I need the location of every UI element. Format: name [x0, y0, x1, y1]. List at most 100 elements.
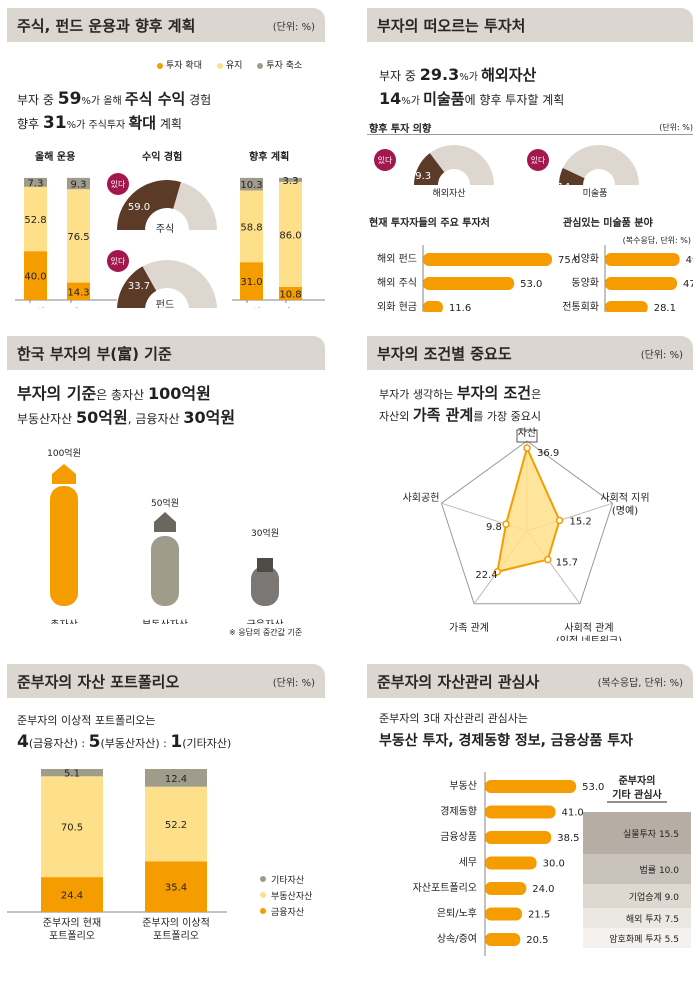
stock-fund-charts: 40.0 52.8 7.3 주식 14.3 76.5 9.3 펀드 31.0 58.8 10.3 주식…: [15, 173, 325, 308]
bar-segment: [41, 776, 103, 878]
data-label: 70.5: [61, 823, 83, 834]
criteria-bar: [251, 566, 279, 606]
panel-title: 준부자의 자산 포트폴리오: [17, 673, 180, 691]
category-label: 외화 현금: [377, 301, 417, 312]
category-label: 주식: [26, 307, 44, 308]
data-label: 12.4: [165, 774, 187, 785]
value-label: 100억원: [47, 447, 81, 459]
axis-label: 사회적 관계: [564, 622, 613, 634]
unit-label: (복수응답, 단위: %): [597, 678, 683, 689]
criteria-bar: [50, 486, 78, 606]
unit-label: (단위: %): [272, 678, 315, 689]
category-label: 상속/증여: [437, 933, 477, 945]
data-label: 24.4: [61, 891, 83, 902]
headline-1: 부자의 기준은 총자산 100억원: [17, 384, 211, 403]
value-label: 49.1: [686, 255, 693, 266]
building-icon: [154, 512, 176, 532]
bubble-have: [107, 250, 129, 272]
category-label: 펀드: [69, 307, 87, 308]
value-label: 21.5: [528, 910, 550, 921]
legend-label: 부동산자산: [271, 891, 312, 902]
category-label: 세무: [459, 857, 477, 869]
bar-segment: [279, 177, 302, 182]
category-label: 전통회화: [562, 301, 599, 312]
value-label: 22.4: [475, 570, 497, 581]
subtitle-intent: 향후 투자 의향: [369, 124, 432, 135]
bar-interest: [485, 805, 556, 819]
divider: [367, 134, 693, 135]
subtitle-profit: 수익 경험: [142, 152, 183, 163]
axis-label: 자산: [518, 427, 536, 439]
bar-segment: [240, 177, 263, 191]
donut-label: 펀드: [156, 299, 174, 308]
donut-stock: [117, 180, 181, 230]
criteria-chart: 100억원총자산 50억원부동산자산 30억원금융자산: [47, 447, 284, 624]
interest-label: 실물투자 15.5: [623, 829, 679, 840]
headline-1: 부자 중 29.3%가 해외자산: [379, 65, 537, 84]
panel-title: 준부자의 자산관리 관심사: [377, 673, 540, 691]
headline-1: 부자가 생각하는 부자의 조건은: [379, 384, 542, 402]
legend-label: 투자 확대: [166, 61, 202, 71]
radar-area: [496, 445, 561, 574]
headline-2: 자산외 가족 관계를 가장 중요시: [379, 406, 542, 424]
value-label: 41.0: [562, 808, 584, 819]
value-label: 9.8: [486, 522, 502, 533]
interest-block: [583, 812, 691, 854]
data-label: 52.2: [165, 820, 187, 831]
panel-wealth-criteria: 한국 부자의 부(富) 기준 부자의 기준은 총자산 100억원 부동산자산 5…: [7, 336, 325, 641]
bar-interest: [485, 831, 552, 844]
category-label: 금융자산: [247, 619, 284, 624]
unit-label: (복수응답, 단위: %): [623, 235, 691, 245]
category-label: 준부자의 현재: [43, 917, 101, 929]
bubble-have: [107, 173, 129, 195]
panel-title: 한국 부자의 부(富) 기준: [17, 345, 172, 363]
interest-block: [583, 908, 691, 928]
bar-segment: [41, 877, 103, 912]
donut-fund: [117, 266, 157, 308]
legend-dot-expand: [157, 62, 163, 69]
radar-point: [555, 516, 564, 525]
value-label: 11.6: [449, 303, 471, 312]
bar-interest: [485, 780, 577, 793]
category-label: 금융상품: [440, 831, 477, 843]
panel-title: 주식, 펀드 운용과 향후 계획: [17, 17, 196, 35]
category-label: 주식: [242, 307, 260, 308]
headline-2: 부동산 투자, 경제동향 정보, 금융상품 투자: [379, 733, 633, 749]
unit-label: (단위: %): [640, 350, 683, 361]
bar-segment: [24, 177, 47, 187]
bar-current: [423, 301, 443, 312]
value-label: 15.2: [570, 516, 592, 527]
unit-label: (단위: %): [272, 22, 315, 33]
subtitle-plan: 향후 계획: [249, 152, 290, 163]
bubble-label: 있다: [111, 256, 126, 266]
data-label: 10.3: [240, 180, 262, 191]
interest-block: [583, 884, 691, 908]
panel-semi-rich-portfolio: 준부자의 자산 포트폴리오 (단위: %) 준부자의 이상적 포트폴리오는 4(…: [7, 664, 325, 979]
subtitle-current: 현재 투자자들의 주요 투자처: [369, 216, 490, 229]
radar-point: [502, 520, 510, 528]
donut-label: 주식: [156, 223, 174, 235]
data-label: 86.0: [279, 230, 301, 241]
value-label: 30.0: [543, 859, 565, 870]
donut-label: 해외자산: [432, 187, 465, 199]
data-label: 10.8: [279, 289, 301, 300]
bar-segment: [279, 181, 302, 287]
data-label: 14.3: [67, 287, 89, 298]
bar-art: [605, 301, 648, 312]
panel-header: 한국 부자의 부(富) 기준: [7, 336, 325, 370]
panel-header: 준부자의 자산 포트폴리오 (단위: %): [7, 664, 325, 698]
bar-segment: [145, 861, 207, 912]
data-label: 40.0: [24, 272, 46, 283]
bar-interest: [485, 882, 527, 895]
bubble-have: [527, 149, 549, 171]
data-label: 35.4: [165, 883, 187, 894]
category-label: 서양화: [571, 253, 599, 265]
panel-header: 부자의 조건별 중요도 (단위: %): [367, 336, 693, 370]
value-label: 50억원: [151, 497, 179, 509]
category-label: 부동산: [449, 780, 477, 792]
radar-point: [523, 444, 531, 452]
subtitle-this-year: 올해 운용: [35, 152, 76, 163]
value-label: 38.5: [557, 833, 579, 844]
interest-block: [583, 854, 691, 884]
other-title: 준부자의: [619, 774, 656, 787]
